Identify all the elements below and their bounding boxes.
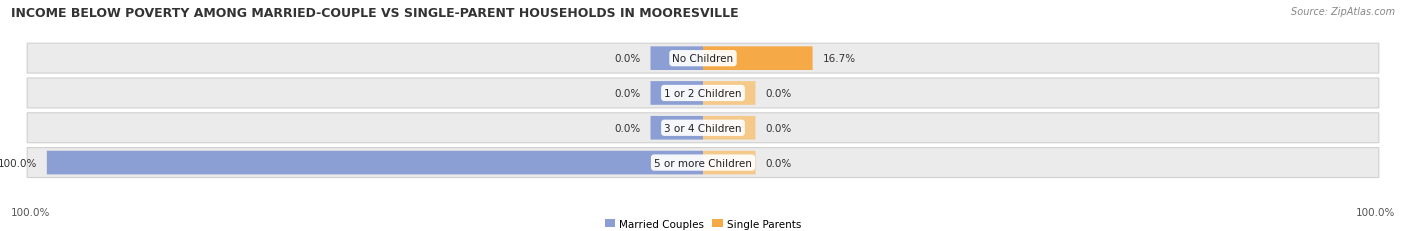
Text: No Children: No Children: [672, 54, 734, 64]
FancyBboxPatch shape: [703, 151, 755, 175]
Text: 100.0%: 100.0%: [0, 158, 37, 168]
Text: 0.0%: 0.0%: [614, 88, 641, 99]
Text: 5 or more Children: 5 or more Children: [654, 158, 752, 168]
Text: 100.0%: 100.0%: [11, 207, 51, 217]
Text: 0.0%: 0.0%: [765, 88, 792, 99]
Legend: Married Couples, Single Parents: Married Couples, Single Parents: [600, 215, 806, 231]
Text: INCOME BELOW POVERTY AMONG MARRIED-COUPLE VS SINGLE-PARENT HOUSEHOLDS IN MOORESV: INCOME BELOW POVERTY AMONG MARRIED-COUPL…: [11, 7, 740, 20]
Text: Source: ZipAtlas.com: Source: ZipAtlas.com: [1291, 7, 1395, 17]
FancyBboxPatch shape: [27, 79, 1379, 109]
FancyBboxPatch shape: [703, 116, 755, 140]
FancyBboxPatch shape: [703, 47, 813, 71]
FancyBboxPatch shape: [46, 151, 703, 175]
Text: 1 or 2 Children: 1 or 2 Children: [664, 88, 742, 99]
FancyBboxPatch shape: [27, 113, 1379, 143]
Text: 16.7%: 16.7%: [823, 54, 855, 64]
FancyBboxPatch shape: [703, 82, 755, 105]
FancyBboxPatch shape: [651, 116, 703, 140]
Text: 0.0%: 0.0%: [765, 123, 792, 133]
FancyBboxPatch shape: [651, 47, 703, 71]
Text: 0.0%: 0.0%: [614, 54, 641, 64]
FancyBboxPatch shape: [651, 82, 703, 105]
FancyBboxPatch shape: [27, 148, 1379, 178]
Text: 100.0%: 100.0%: [1355, 207, 1395, 217]
Text: 0.0%: 0.0%: [614, 123, 641, 133]
Text: 0.0%: 0.0%: [765, 158, 792, 168]
FancyBboxPatch shape: [27, 44, 1379, 74]
Text: 3 or 4 Children: 3 or 4 Children: [664, 123, 742, 133]
